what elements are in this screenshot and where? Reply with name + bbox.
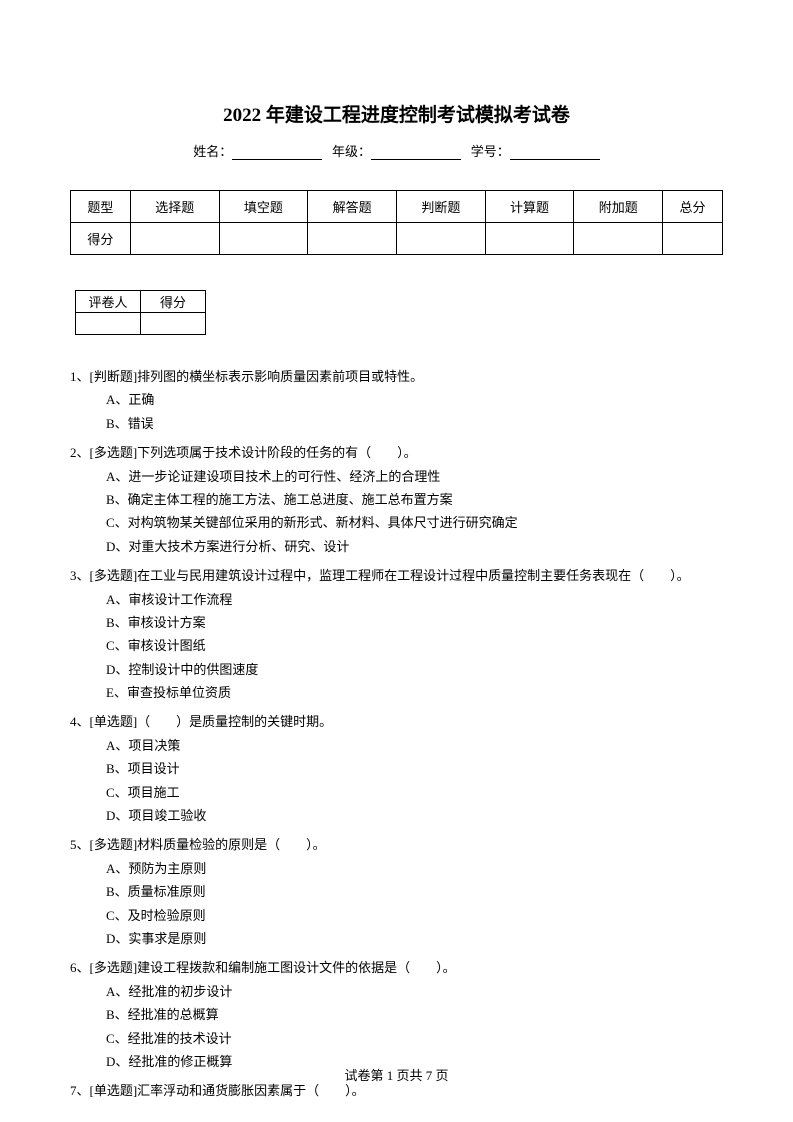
- question-option: A、经批准的初步设计: [70, 980, 723, 1003]
- question: 2、[多选题]下列选项属于技术设计阶段的任务的有（ ）。A、进一步论证建设项目技…: [70, 441, 723, 558]
- question-option: A、预防为主原则: [70, 857, 723, 880]
- score-cell: [219, 223, 308, 255]
- question-option: D、控制设计中的供图速度: [70, 658, 723, 681]
- score-cell: [485, 223, 574, 255]
- question-stem: 5、[多选题]材料质量检验的原则是（ ）。: [70, 833, 723, 856]
- score-table: 题型 选择题 填空题 解答题 判断题 计算题 附加题 总分 得分: [70, 190, 723, 255]
- question-option: B、审核设计方案: [70, 611, 723, 634]
- header-cell: 总分: [663, 191, 723, 223]
- score-cell: [663, 223, 723, 255]
- question-option: A、项目决策: [70, 734, 723, 757]
- header-cell: 附加题: [574, 191, 663, 223]
- question-option: C、经批准的技术设计: [70, 1027, 723, 1050]
- header-cell: 填空题: [219, 191, 308, 223]
- question-option: C、及时检验原则: [70, 904, 723, 927]
- question-stem: 1、[判断题]排列图的横坐标表示影响质量因素前项目或特性。: [70, 365, 723, 388]
- question: 4、[单选题]（ ）是质量控制的关键时期。A、项目决策B、项目设计C、项目施工D…: [70, 710, 723, 827]
- row-label-cell: 得分: [71, 223, 131, 255]
- question-option: B、项目设计: [70, 757, 723, 780]
- question-option: D、对重大技术方案进行分析、研究、设计: [70, 535, 723, 558]
- header-cell: 计算题: [485, 191, 574, 223]
- grader-label: 评卷人: [76, 291, 141, 313]
- question-option: C、对构筑物某关键部位采用的新形式、新材料、具体尺寸进行研究确定: [70, 511, 723, 534]
- question-option: C、项目施工: [70, 781, 723, 804]
- question: 6、[多选题]建设工程拨款和编制施工图设计文件的依据是（ ）。A、经批准的初步设…: [70, 956, 723, 1073]
- table-row: 题型 选择题 填空题 解答题 判断题 计算题 附加题 总分: [71, 191, 723, 223]
- id-blank: [510, 146, 600, 160]
- question-option: A、正确: [70, 388, 723, 411]
- question: 5、[多选题]材料质量检验的原则是（ ）。A、预防为主原则B、质量标准原则C、及…: [70, 833, 723, 950]
- info-line: 姓名： 年级： 学号：: [70, 141, 723, 160]
- table-row: 得分: [71, 223, 723, 255]
- question-option: C、审核设计图纸: [70, 634, 723, 657]
- table-row: [76, 313, 206, 335]
- grade-blank: [371, 146, 461, 160]
- question-option: D、实事求是原则: [70, 927, 723, 950]
- id-label: 学号：: [471, 144, 510, 159]
- question-option: B、确定主体工程的施工方法、施工总进度、施工总布置方案: [70, 488, 723, 511]
- header-cell: 选择题: [130, 191, 219, 223]
- score-cell: [308, 223, 397, 255]
- score-cell: [574, 223, 663, 255]
- name-blank: [232, 146, 322, 160]
- question: 1、[判断题]排列图的横坐标表示影响质量因素前项目或特性。A、正确B、错误: [70, 365, 723, 435]
- grader-table: 评卷人 得分: [75, 290, 206, 335]
- header-cell: 判断题: [396, 191, 485, 223]
- question-option: D、项目竣工验收: [70, 804, 723, 827]
- exam-title: 2022 年建设工程进度控制考试模拟考试卷: [70, 100, 723, 127]
- question-stem: 4、[单选题]（ ）是质量控制的关键时期。: [70, 710, 723, 733]
- question: 3、[多选题]在工业与民用建筑设计过程中，监理工程师在工程设计过程中质量控制主要…: [70, 564, 723, 704]
- grader-cell: [76, 313, 141, 335]
- question-option: A、进一步论证建设项目技术上的可行性、经济上的合理性: [70, 465, 723, 488]
- question-option: E、审查投标单位资质: [70, 681, 723, 704]
- question-option: B、质量标准原则: [70, 880, 723, 903]
- question-stem: 3、[多选题]在工业与民用建筑设计过程中，监理工程师在工程设计过程中质量控制主要…: [70, 564, 723, 587]
- question-stem: 2、[多选题]下列选项属于技术设计阶段的任务的有（ ）。: [70, 441, 723, 464]
- table-row: 评卷人 得分: [76, 291, 206, 313]
- question-option: A、审核设计工作流程: [70, 588, 723, 611]
- score-cell: [130, 223, 219, 255]
- questions-container: 1、[判断题]排列图的横坐标表示影响质量因素前项目或特性。A、正确B、错误2、[…: [70, 365, 723, 1103]
- question-option: B、经批准的总概算: [70, 1003, 723, 1026]
- header-cell: 题型: [71, 191, 131, 223]
- name-label: 姓名：: [193, 144, 232, 159]
- header-cell: 解答题: [308, 191, 397, 223]
- grader-cell: [141, 313, 206, 335]
- question-option: B、错误: [70, 412, 723, 435]
- grader-score-label: 得分: [141, 291, 206, 313]
- question-stem: 6、[多选题]建设工程拨款和编制施工图设计文件的依据是（ ）。: [70, 956, 723, 979]
- score-cell: [396, 223, 485, 255]
- page-footer: 试卷第 1 页共 7 页: [0, 1065, 793, 1084]
- grade-label: 年级：: [332, 144, 371, 159]
